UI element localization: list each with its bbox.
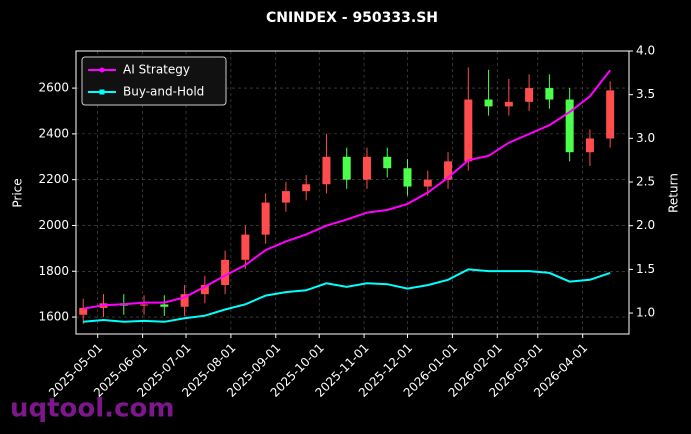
candle-body [504, 101, 513, 107]
y-tick-label: 2200 [38, 172, 69, 186]
y-axis-label: Price [11, 178, 25, 207]
candle-body [525, 88, 534, 102]
series-line [83, 268, 611, 323]
candle-body [261, 202, 270, 235]
y2-tick-label: 3.5 [636, 87, 655, 101]
plot-frame [75, 50, 630, 335]
y2-axis-label: Return [667, 173, 681, 213]
legend-label: AI Strategy [123, 63, 190, 77]
legend-marker [99, 89, 105, 95]
y2-tick-label: 4.0 [636, 44, 655, 58]
candle-body [545, 88, 554, 100]
candle-body [281, 191, 290, 203]
candle-body [221, 259, 230, 286]
y2-tick-label: 1.5 [636, 262, 655, 276]
y-tick-label: 2600 [38, 81, 69, 95]
y-tick-label: 2000 [38, 218, 69, 232]
legend-label: Buy-and-Hold [123, 85, 204, 99]
y-tick-label: 2400 [38, 126, 69, 140]
candle-body [464, 99, 473, 162]
legend-box [81, 56, 227, 106]
candle-body [444, 161, 453, 180]
candle-body [160, 304, 169, 307]
candle-body [383, 156, 392, 169]
candle-body [362, 156, 371, 180]
candle-body [241, 234, 250, 260]
y2-tick-label: 1.0 [636, 306, 655, 320]
candle-body [79, 307, 88, 315]
y-tick-label: 1800 [38, 264, 69, 278]
series-line [83, 69, 611, 310]
y-tick-label: 1600 [38, 310, 69, 324]
candle-body [565, 99, 574, 153]
candle-body [200, 285, 209, 295]
candle-body [322, 156, 331, 185]
candle-body [302, 184, 311, 192]
candle-body [423, 179, 432, 187]
candle-body [484, 99, 493, 107]
candle-body [403, 168, 412, 187]
y2-tick-label: 3.0 [636, 131, 655, 145]
watermark: uqtool.com [10, 394, 174, 424]
candle-body [180, 294, 189, 307]
candle-body [606, 90, 615, 139]
chart-title: CNINDEX - 950333.SH [266, 10, 438, 26]
y2-tick-label: 2.5 [636, 175, 655, 189]
candle-body [585, 138, 594, 153]
legend-marker [99, 67, 105, 73]
y2-tick-label: 2.0 [636, 218, 655, 232]
candle-body [140, 304, 149, 306]
candle-body [342, 156, 351, 180]
